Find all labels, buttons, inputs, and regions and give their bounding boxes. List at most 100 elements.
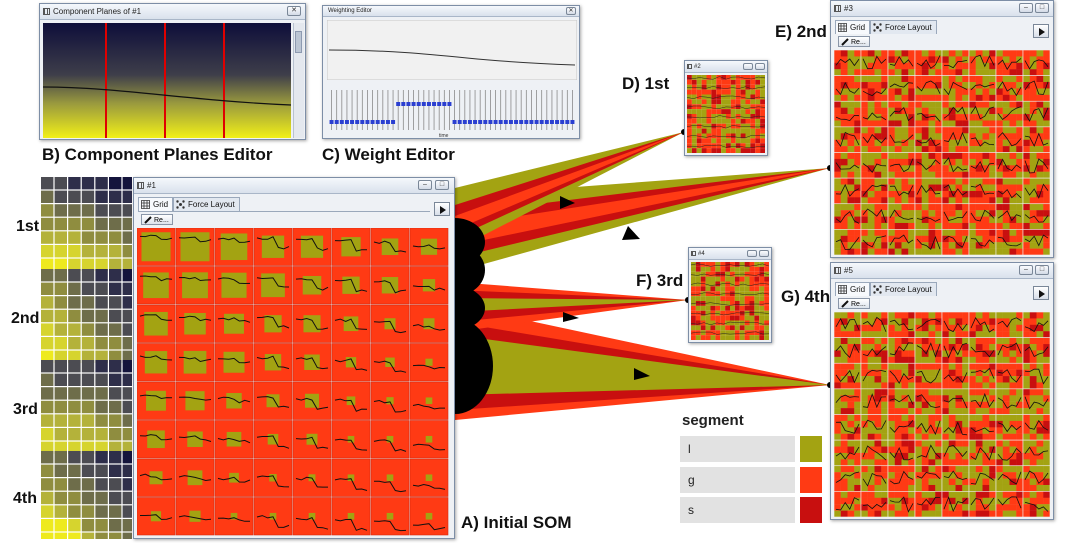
slider-knob[interactable]: [478, 120, 483, 124]
plane-cell: [54, 231, 67, 244]
som-curve: [139, 434, 173, 441]
slider-knob[interactable]: [539, 120, 544, 124]
tab-grid[interactable]: Grid: [835, 282, 871, 296]
tab-grid[interactable]: Grid: [835, 20, 871, 34]
slider-knob[interactable]: [411, 102, 416, 106]
grid-subcell: [962, 62, 970, 70]
slider-knob[interactable]: [426, 102, 431, 106]
slider-knob[interactable]: [488, 120, 493, 124]
grid-subcell: [1023, 484, 1030, 492]
reset-button[interactable]: Re...: [838, 36, 870, 47]
close-icon[interactable]: ✕: [566, 7, 576, 15]
slider-knob[interactable]: [396, 102, 401, 106]
minimize-icon[interactable]: –: [1019, 3, 1033, 13]
slider-knob[interactable]: [421, 102, 426, 106]
next-arrow-button[interactable]: [1033, 24, 1049, 38]
grid-subcell: [928, 229, 936, 236]
slider-knob[interactable]: [462, 120, 467, 124]
slider-knob[interactable]: [380, 120, 385, 124]
slider-knob[interactable]: [508, 120, 513, 124]
tab-force-layout[interactable]: Force Layout: [870, 20, 937, 34]
slider-knob[interactable]: [370, 120, 375, 124]
grid-subcell: [1023, 433, 1030, 441]
slider-knob[interactable]: [503, 120, 508, 124]
grid-subcell: [888, 414, 895, 422]
slider-knob[interactable]: [549, 120, 554, 124]
grid-subcell: [982, 497, 990, 505]
next-arrow-button[interactable]: [434, 202, 450, 216]
grid-subcell: [1029, 152, 1037, 160]
slider-knob[interactable]: [467, 120, 472, 124]
slider-knob[interactable]: [493, 120, 498, 124]
grid-subcell: [928, 146, 936, 153]
close-icon[interactable]: ✕: [287, 6, 301, 16]
som-cell-olive: [224, 313, 244, 334]
tab-force-layout[interactable]: Force Layout: [173, 197, 240, 211]
slider-knob[interactable]: [534, 120, 539, 124]
slider-knob[interactable]: [406, 102, 411, 106]
slider-knob[interactable]: [401, 102, 406, 106]
slider-knob[interactable]: [452, 120, 457, 124]
slider-knob[interactable]: [519, 120, 524, 124]
weight-sliders[interactable]: [327, 82, 577, 136]
slider-knob[interactable]: [416, 102, 421, 106]
slider-knob[interactable]: [555, 120, 560, 124]
slider-knob[interactable]: [514, 120, 519, 124]
grid-subcell: [854, 504, 862, 511]
slider-knob[interactable]: [329, 120, 334, 124]
slider-knob[interactable]: [334, 120, 339, 124]
slider-knob[interactable]: [360, 120, 365, 124]
slider-knob[interactable]: [385, 120, 390, 124]
slider-knob[interactable]: [483, 120, 488, 124]
slider-knob[interactable]: [560, 120, 565, 124]
slider-knob[interactable]: [544, 120, 549, 124]
tab-force-layout[interactable]: Force Layout: [870, 282, 937, 296]
grid-subcell: [847, 158, 855, 166]
slider-knob[interactable]: [365, 120, 370, 124]
grid-subcell: [942, 152, 949, 160]
slider-knob[interactable]: [437, 102, 442, 106]
grid-subcell: [955, 446, 963, 454]
slider-knob[interactable]: [570, 120, 575, 124]
slider-knob[interactable]: [457, 120, 462, 124]
maximize-icon[interactable]: □: [1035, 265, 1049, 275]
minimize-icon[interactable]: –: [418, 180, 432, 190]
mosaic-cell: [734, 310, 740, 316]
slider-knob[interactable]: [524, 120, 529, 124]
reset-button[interactable]: Re...: [141, 214, 173, 225]
slider-knob[interactable]: [498, 120, 503, 124]
scrollbar-thumb[interactable]: [295, 31, 302, 53]
maximize-icon[interactable]: □: [1035, 3, 1049, 13]
slider-knob[interactable]: [473, 120, 478, 124]
slider-knob[interactable]: [391, 120, 396, 124]
vertical-scrollbar[interactable]: [293, 23, 304, 138]
slider-knob[interactable]: [529, 120, 534, 124]
tab-grid[interactable]: Grid: [138, 197, 174, 211]
reset-button[interactable]: Re...: [838, 298, 870, 309]
grid-subcell: [1043, 158, 1050, 166]
mosaic-cell: [740, 89, 746, 95]
slider-knob[interactable]: [375, 120, 380, 124]
maximize-icon[interactable]: [759, 250, 769, 257]
plane-cell: [68, 323, 81, 336]
grid-subcell: [1016, 229, 1024, 236]
slider-knob[interactable]: [432, 102, 437, 106]
grid-subcell: [847, 171, 855, 179]
slider-knob[interactable]: [339, 120, 344, 124]
minimize-icon[interactable]: [747, 250, 757, 257]
grid-subcell: [861, 197, 868, 204]
slider-knob[interactable]: [350, 120, 355, 124]
minimize-icon[interactable]: –: [1019, 265, 1033, 275]
maximize-icon[interactable]: □: [435, 180, 449, 190]
slider-knob[interactable]: [355, 120, 360, 124]
grid-subcell: [928, 376, 936, 383]
maximize-icon[interactable]: [755, 63, 765, 70]
minimize-icon[interactable]: [743, 63, 753, 70]
grid-subcell: [1009, 510, 1017, 517]
slider-knob[interactable]: [565, 120, 570, 124]
slider-knob[interactable]: [344, 120, 349, 124]
grid-subcell: [996, 350, 1003, 358]
next-arrow-button[interactable]: [1033, 286, 1049, 300]
slider-knob[interactable]: [442, 102, 447, 106]
slider-knob[interactable]: [447, 102, 452, 106]
